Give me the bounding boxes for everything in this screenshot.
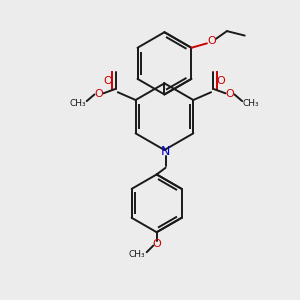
Text: O: O xyxy=(207,36,216,46)
Text: O: O xyxy=(103,76,112,85)
Text: N: N xyxy=(161,145,170,158)
Text: CH₃: CH₃ xyxy=(243,99,260,108)
Text: O: O xyxy=(152,239,161,249)
Text: O: O xyxy=(94,89,103,99)
Text: O: O xyxy=(226,89,234,99)
Text: O: O xyxy=(217,76,226,85)
Text: CH₃: CH₃ xyxy=(128,250,145,259)
Text: CH₃: CH₃ xyxy=(70,99,86,108)
